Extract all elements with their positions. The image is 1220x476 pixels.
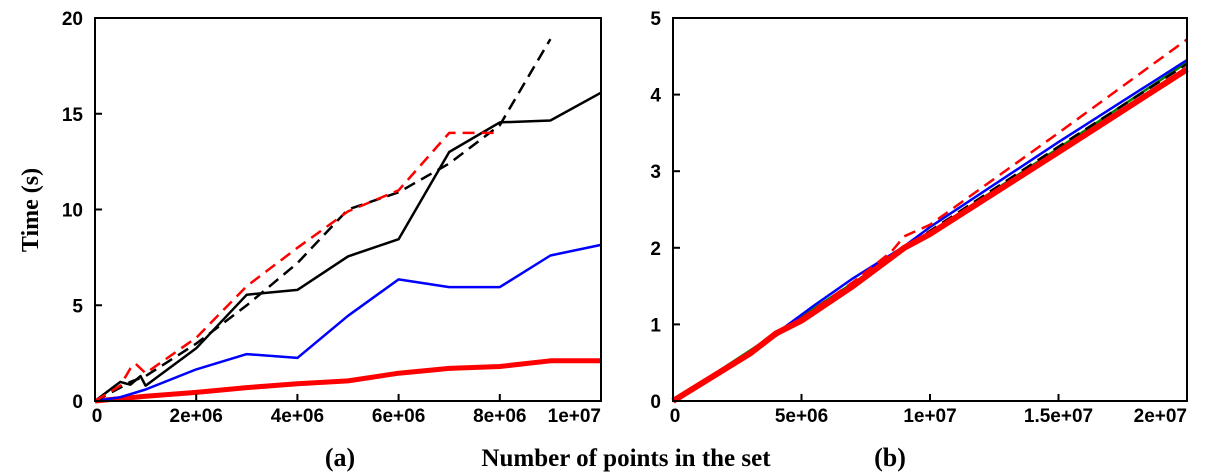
panel-b: 0 5e+06 1e+07 1.5e+07 2e+07 0 1 2 3 4 5 xyxy=(650,9,1189,427)
x-tick-label-b-2: 1e+07 xyxy=(903,406,956,427)
y-tick-label-b-2: 2 xyxy=(650,239,661,260)
x-tick-label-a-3: 6e+06 xyxy=(372,406,425,427)
x-tick-label-b-1: 5e+06 xyxy=(775,406,828,427)
series-line-b-4 xyxy=(672,38,1188,403)
series-line-a-5 xyxy=(94,131,500,403)
y-tick-label-b-0: 0 xyxy=(650,392,661,413)
series-line-a-2 xyxy=(94,243,602,403)
x-tick-label-a-4: 8e+06 xyxy=(473,406,526,427)
x-tick-label-a-5: 1e+07 xyxy=(548,406,601,427)
y-tick-label-a-3: 15 xyxy=(62,105,84,126)
y-tick-label-b-3: 3 xyxy=(650,162,661,183)
y-tick-label-b-5: 5 xyxy=(650,9,661,30)
y-tick-label-b-4: 4 xyxy=(650,86,661,107)
y-tick-label-b-1: 1 xyxy=(650,315,661,336)
series-line-a-1 xyxy=(94,358,601,404)
panel-b-label: (b) xyxy=(874,443,906,472)
y-axis-label: Time (s) xyxy=(18,168,44,252)
plot-frame-a xyxy=(94,17,602,402)
x-axis-label: Number of points in the set xyxy=(481,445,771,472)
x-tick-label-b-0: 0 xyxy=(670,406,681,427)
panel-a-label: (a) xyxy=(325,443,355,472)
panel-a: 0 2e+06 4e+06 6e+06 8e+06 1e+07 0 5 10 15 20 xyxy=(62,9,602,427)
y-tick-label-a-1: 5 xyxy=(72,296,83,317)
x-tick-label-b-3: 1.5e+07 xyxy=(1024,406,1093,427)
x-tick-label-a-1: 2e+06 xyxy=(170,406,223,427)
series-line-b-5 xyxy=(671,66,1189,404)
x-tick-label-a-0: 0 xyxy=(92,406,103,427)
y-tick-label-a-2: 10 xyxy=(62,201,83,222)
y-tick-label-a-0: 0 xyxy=(72,392,83,413)
x-tick-label-b-4: 2e+07 xyxy=(1134,406,1187,427)
plot-frame-b xyxy=(672,17,1188,402)
series-line-a-4 xyxy=(94,38,552,403)
x-tick-label-a-2: 4e+06 xyxy=(271,406,324,427)
y-tick-label-a-4: 20 xyxy=(62,9,83,30)
